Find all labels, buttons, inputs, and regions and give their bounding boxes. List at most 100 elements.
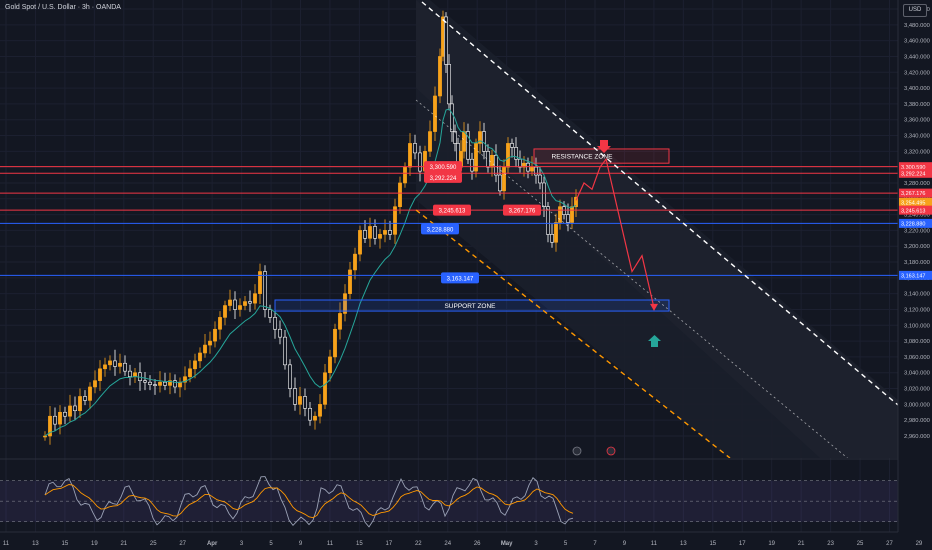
time-axis-label: 3 — [534, 541, 538, 547]
symbol-title[interactable]: Gold Spot / U.S. Dollar · 3h · OANDA — [5, 4, 121, 11]
time-axis-label: 5 — [564, 541, 568, 547]
time-axis-label: 19 — [91, 541, 98, 547]
price-axis[interactable]: 3,500.0003,480.0003,460.0003,440.0003,42… — [897, 0, 932, 532]
candle — [318, 394, 322, 424]
candle — [88, 382, 92, 410]
candle-body — [203, 344, 207, 354]
candle — [466, 123, 470, 164]
candle-body — [243, 301, 247, 306]
candle — [148, 375, 152, 391]
candle — [303, 388, 307, 417]
candle-body — [318, 404, 322, 417]
moving-average — [44, 108, 577, 437]
candle — [113, 349, 117, 376]
candle — [278, 320, 282, 345]
candle-body — [233, 299, 237, 310]
candle — [450, 95, 454, 142]
candle — [398, 176, 402, 214]
price-axis-label: 2,980.000 — [904, 418, 930, 424]
time-axis-label: 13 — [680, 541, 687, 547]
candle — [63, 406, 67, 425]
time-axis-label: 11 — [651, 541, 658, 547]
candle-body — [108, 360, 112, 366]
candle-body — [478, 131, 482, 144]
candle-body — [534, 166, 538, 176]
currency-button[interactable]: USD — [903, 4, 927, 17]
candle — [408, 133, 412, 176]
candle — [510, 138, 514, 158]
candle — [574, 189, 578, 217]
time-axis-label: 17 — [386, 541, 393, 547]
candle-body — [208, 340, 212, 346]
candle — [358, 225, 362, 262]
candle-body — [88, 386, 92, 401]
time-axis-label: 24 — [444, 541, 451, 547]
level-label-text: 3,292.224 — [430, 176, 457, 182]
candle-body — [494, 154, 498, 176]
candle-body — [113, 360, 117, 367]
candle-body — [288, 364, 292, 389]
time-axis-label: 27 — [179, 541, 186, 547]
candle — [68, 394, 72, 422]
candle-body — [398, 182, 402, 207]
candle-body — [213, 328, 217, 342]
candle — [198, 347, 202, 368]
candle — [328, 349, 332, 382]
candle-body — [348, 269, 352, 294]
candle — [168, 372, 172, 395]
candle — [233, 291, 237, 319]
candle-body — [538, 174, 542, 184]
candle — [143, 371, 147, 391]
time-axis-label: 9 — [299, 541, 303, 547]
candle-body — [498, 174, 502, 192]
candle — [153, 379, 157, 395]
price-marker-resistance-3: 3,267.176 — [899, 188, 932, 198]
support-zone-box — [274, 299, 670, 312]
level-label-box — [441, 272, 479, 284]
candle — [183, 366, 187, 391]
candle — [514, 137, 518, 168]
candle — [413, 134, 417, 160]
candle-body — [490, 154, 494, 168]
time-axis-label: 23 — [827, 541, 834, 547]
candle — [128, 364, 132, 386]
candle-body — [178, 381, 182, 388]
candle — [158, 371, 162, 393]
candle-body — [474, 143, 478, 172]
price-marker-box — [899, 168, 932, 178]
price-marker-current: 3,254.495 — [899, 197, 932, 207]
candle-body — [438, 56, 442, 97]
price-marker-box — [899, 218, 932, 228]
time-axis-label: 19 — [768, 541, 775, 547]
candle-body — [546, 206, 550, 235]
price-axis-label: 3,400.000 — [904, 86, 930, 92]
time-axis-label: 11 — [327, 541, 334, 547]
time-axis-label: 29 — [916, 541, 923, 547]
candle — [118, 353, 122, 374]
level-label-3245: 3,245.613 — [433, 204, 471, 216]
price-axis-label: 3,440.000 — [904, 54, 930, 60]
candle-body — [333, 328, 337, 358]
time-axis-label: 9 — [623, 541, 627, 547]
rsi-ma-line — [44, 484, 574, 519]
price-marker-resistance-2: 3,292.224 — [899, 168, 932, 178]
price-axis-label: 3,200.000 — [904, 244, 930, 250]
time-axis-label: May — [501, 541, 513, 547]
candle-body — [183, 376, 187, 383]
candle — [313, 411, 317, 430]
candle-body — [502, 166, 506, 192]
level-label-box — [421, 223, 459, 235]
candle — [428, 120, 432, 157]
candle-body — [574, 196, 578, 207]
candle — [368, 217, 372, 248]
time-axis[interactable]: 11 13 15 19 21 25 27 Apr 3 5 9 11 15 17 22 24 26 May 3 5 7 9 1… — [0, 531, 932, 550]
price-axis-label: 3,340.000 — [904, 134, 930, 140]
candle-body — [418, 152, 422, 172]
candle — [447, 54, 451, 111]
candle-body — [248, 301, 252, 304]
candle — [228, 289, 232, 312]
candle — [283, 330, 287, 370]
